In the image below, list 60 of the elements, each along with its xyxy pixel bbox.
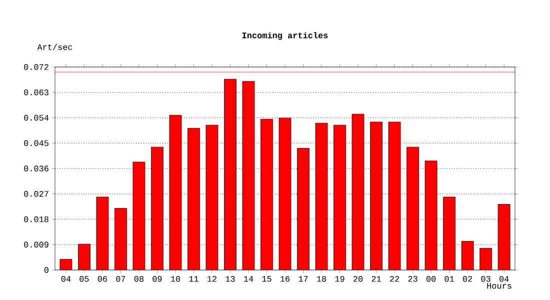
chart-title: Incoming articles [242, 32, 328, 40]
bar [443, 196, 456, 270]
x-tick-label: 04 [499, 276, 509, 282]
x-tick-label: 00 [426, 276, 436, 282]
x-tick-label: 14 [244, 276, 254, 282]
bar [188, 128, 200, 270]
bar [424, 160, 438, 270]
x-tick-label: 07 [116, 276, 126, 282]
x-tick-label: 01 [444, 276, 454, 282]
x-axis-title: Hours [487, 283, 512, 289]
x-tick-label: 22 [390, 276, 400, 282]
bar [388, 122, 401, 270]
x-tick-label: 06 [98, 276, 107, 282]
x-tick-label: 20 [354, 276, 363, 282]
bar [224, 78, 236, 270]
x-tick-label: 03 [481, 276, 490, 282]
bar [352, 114, 364, 270]
bar [206, 125, 218, 270]
x-tick-label: 18 [317, 276, 326, 282]
x-tick-label: 08 [134, 276, 144, 282]
bar [96, 196, 109, 270]
bar [480, 248, 492, 270]
bar [315, 122, 328, 270]
x-tick-label: 17 [298, 276, 308, 282]
x-tick-label: 16 [280, 276, 290, 282]
x-tick-label: 19 [335, 276, 344, 282]
bar [132, 162, 146, 270]
bar [242, 81, 255, 270]
y-tick-label: 0.045 [24, 140, 48, 146]
y-tick-label: 0 [44, 267, 48, 273]
bar [406, 146, 419, 270]
y-axis-title: Art/sec [37, 44, 72, 50]
y-tick-label: 0.063 [24, 90, 48, 96]
x-tick-label: 02 [462, 276, 472, 282]
x-tick-label: 04 [61, 276, 71, 282]
x-tick-label: 21 [372, 276, 381, 282]
bar [498, 204, 510, 270]
y-tick-label: 0.009 [24, 242, 48, 248]
bar [370, 122, 382, 270]
y-tick-label: 0.027 [24, 190, 48, 197]
y-tick-label: 0.018 [24, 216, 48, 222]
y-tick-label: 0.054 [24, 114, 49, 121]
y-tick-label: 0.072 [24, 64, 48, 70]
y-tick-label: 0.036 [24, 166, 48, 172]
bar [78, 244, 90, 270]
x-tick-label: 11 [189, 276, 198, 282]
x-tick-label: 23 [408, 276, 418, 282]
bar [334, 124, 346, 270]
bar [114, 208, 127, 270]
x-tick-label: 10 [171, 276, 180, 282]
bar [151, 146, 164, 270]
x-tick-label: 05 [80, 276, 89, 282]
x-tick-label: 12 [208, 276, 216, 282]
bar [260, 118, 273, 270]
x-tick-label: 09 [152, 276, 162, 282]
bar [169, 115, 182, 270]
bar [278, 118, 292, 270]
x-tick-label: 13 [226, 276, 235, 282]
x-tick-label: 15 [262, 276, 272, 282]
bar [297, 148, 310, 270]
